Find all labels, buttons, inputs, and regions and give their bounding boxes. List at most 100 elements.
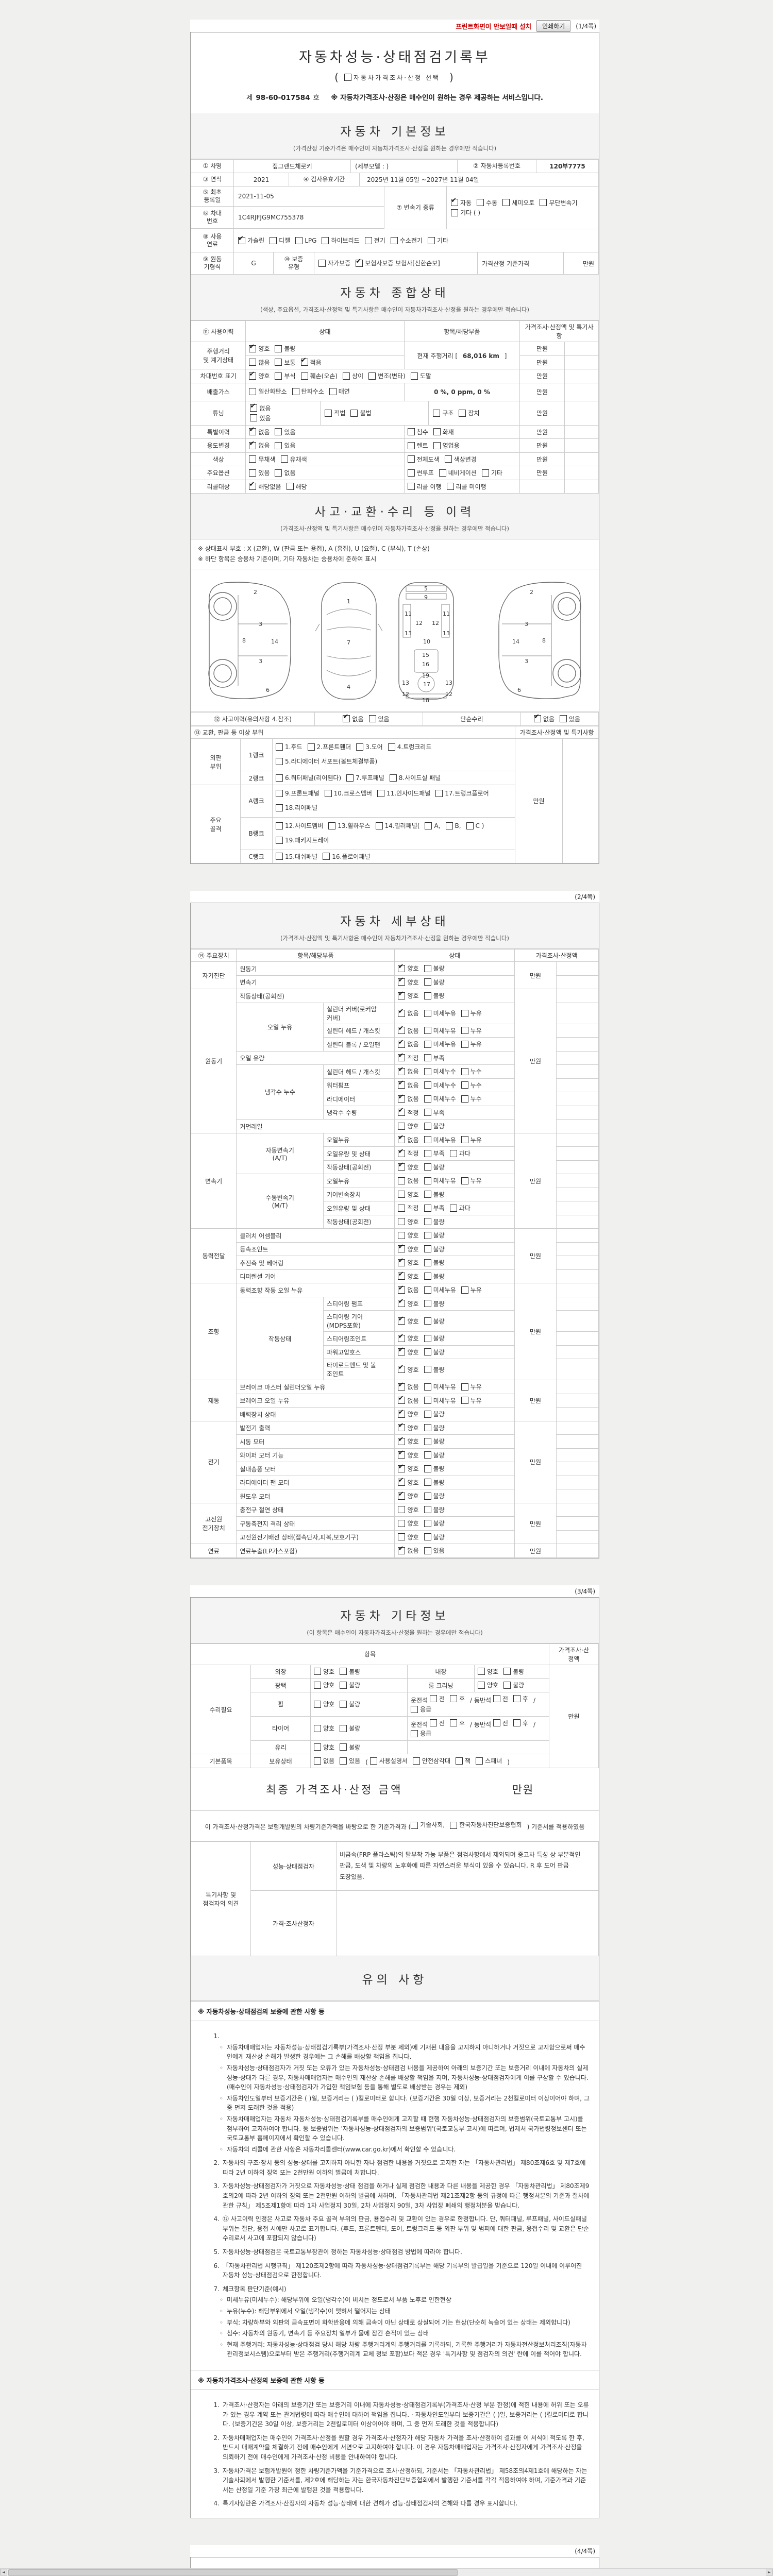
checkbox[interactable] [502,199,510,206]
checkbox[interactable] [323,853,330,860]
checkbox[interactable] [461,1040,468,1048]
checkbox[interactable] [286,483,294,490]
checkbox[interactable] [424,1040,431,1048]
checkbox[interactable] [388,743,395,751]
checkbox[interactable] [275,359,282,366]
checkbox[interactable] [424,1204,431,1212]
checkbox[interactable] [424,992,431,999]
checkbox[interactable] [424,1317,431,1325]
checkbox[interactable] [398,1449,406,1459]
checkbox[interactable] [398,1270,406,1280]
checkbox[interactable] [424,1334,431,1342]
checkbox[interactable] [461,1177,468,1184]
checkbox[interactable] [424,1479,431,1486]
checkbox[interactable] [407,469,415,477]
checkbox[interactable] [398,1079,406,1089]
checkbox[interactable] [461,1286,468,1294]
print-button[interactable]: 인쇄하기 [536,20,571,32]
checkbox[interactable] [424,1506,431,1514]
checkbox[interactable] [424,978,431,986]
checkbox[interactable] [461,1027,468,1035]
checkbox[interactable] [276,743,283,751]
checkbox[interactable] [424,1348,431,1356]
checkbox[interactable] [424,1136,431,1144]
checkbox[interactable] [398,1191,406,1198]
checkbox[interactable] [276,804,283,811]
checkbox[interactable] [478,1681,485,1689]
checkbox[interactable] [398,1422,406,1432]
checkbox[interactable] [249,481,257,490]
checkbox[interactable] [424,1231,431,1239]
checkbox[interactable] [364,236,372,244]
checkbox[interactable] [450,1821,458,1829]
checkbox[interactable] [424,1519,431,1527]
checkbox[interactable] [398,1204,406,1212]
checkbox[interactable] [398,1506,406,1514]
checkbox[interactable] [429,1695,437,1703]
checkbox[interactable] [328,822,336,829]
checkbox[interactable] [314,1743,321,1751]
checkbox[interactable] [424,1451,431,1459]
checkbox[interactable] [466,822,474,829]
checkbox[interactable] [424,1273,431,1280]
checkbox[interactable] [398,1231,406,1239]
checkbox[interactable] [249,440,257,449]
checkbox[interactable] [446,483,454,490]
checkbox[interactable] [407,455,415,463]
checkbox[interactable] [398,1052,406,1062]
checkbox[interactable] [340,1681,347,1689]
checkbox[interactable] [276,758,283,766]
checkbox[interactable] [249,469,257,477]
checkbox[interactable] [424,1163,431,1171]
checkbox[interactable] [340,1668,347,1675]
checkbox[interactable] [424,1109,431,1116]
checkbox[interactable] [461,1136,468,1144]
checkbox[interactable] [249,343,257,352]
checkbox[interactable] [275,428,282,435]
checkbox[interactable] [295,236,303,244]
checkbox[interactable] [445,822,453,829]
checkbox[interactable] [461,1009,468,1017]
checkbox[interactable] [340,1700,347,1708]
checkbox[interactable] [450,1695,457,1703]
checkbox[interactable] [411,1730,418,1737]
checkbox[interactable] [398,1008,406,1017]
checkbox[interactable] [424,1259,431,1266]
checkbox[interactable] [356,743,364,751]
checkbox[interactable] [398,1243,406,1253]
checkbox[interactable] [398,1218,406,1226]
checkbox[interactable] [398,1161,406,1171]
checkbox[interactable] [398,1122,406,1130]
checkbox[interactable] [424,1177,431,1184]
checkbox[interactable] [424,1300,431,1308]
checkbox[interactable] [461,1095,468,1103]
checkbox[interactable] [398,1533,406,1541]
checkbox[interactable] [324,789,332,797]
checkbox[interactable] [398,976,406,986]
checkbox[interactable] [451,197,458,206]
checkbox[interactable] [249,387,257,395]
checkbox[interactable] [493,1695,500,1703]
checkbox[interactable] [276,774,283,782]
checkbox[interactable] [343,713,350,723]
checkbox[interactable] [398,1364,406,1374]
checkbox[interactable] [398,1477,406,1486]
checkbox[interactable] [356,258,363,267]
checkbox[interactable] [424,1437,431,1445]
checkbox[interactable] [503,1681,511,1689]
checkbox[interactable] [398,1333,406,1342]
checkbox[interactable] [427,236,435,244]
checkbox[interactable] [276,853,283,860]
checkbox[interactable] [346,774,354,782]
checkbox[interactable] [424,1149,431,1157]
checkbox[interactable] [461,1397,468,1404]
checkbox[interactable] [429,1719,437,1727]
checkbox[interactable] [398,1093,406,1103]
checkbox[interactable] [249,370,257,380]
checkbox[interactable] [398,1545,406,1554]
checkbox[interactable] [343,372,350,380]
checkbox[interactable] [368,372,376,380]
checkbox[interactable] [275,372,282,380]
checkbox[interactable] [433,428,441,435]
checkbox[interactable] [398,1315,406,1325]
